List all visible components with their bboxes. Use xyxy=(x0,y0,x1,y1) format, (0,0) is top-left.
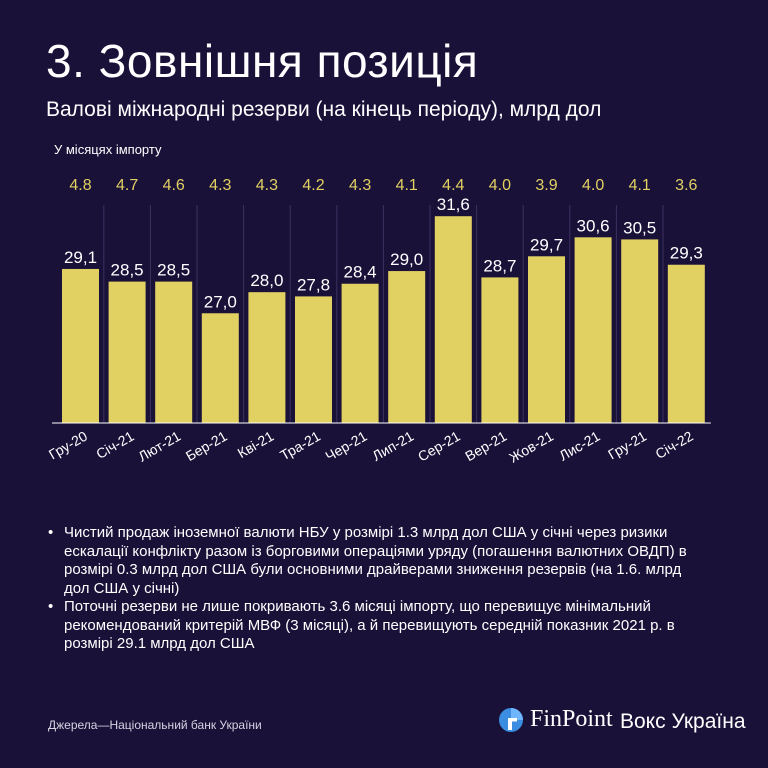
bar-value-label: 29,0 xyxy=(390,250,423,269)
bar-value-label: 27,0 xyxy=(204,292,237,311)
months-of-import-value: 3.9 xyxy=(535,177,557,194)
months-of-import-value: 4.1 xyxy=(396,177,418,194)
bar xyxy=(341,283,379,423)
bar-value-label: 28,0 xyxy=(250,271,283,290)
bar xyxy=(295,296,332,423)
note-item: Поточні резерви не лише покривають 3.6 м… xyxy=(48,598,708,654)
months-of-import-value: 4.2 xyxy=(302,177,324,194)
x-tick-label: Вер-21 xyxy=(462,428,509,465)
x-tick-label: Чер-21 xyxy=(323,428,370,465)
bar xyxy=(388,271,426,423)
chart-subtitle: Валові міжнародні резерви (на кінець пер… xyxy=(46,98,602,121)
x-tick-label: Гру-21 xyxy=(605,428,649,463)
page-title: 3. Зовнішня позиція xyxy=(46,35,479,87)
bar xyxy=(481,277,519,423)
bar xyxy=(667,264,705,423)
months-of-import-value: 4.3 xyxy=(256,177,278,194)
bar-value-label: 29,3 xyxy=(670,244,703,263)
bar-value-label: 30,6 xyxy=(577,216,610,235)
voks-ukraine-logo: Вокс Україна xyxy=(620,710,746,733)
column-dividers xyxy=(103,205,664,423)
months-of-import-value: 4.7 xyxy=(116,177,138,194)
x-tick-label: Січ-22 xyxy=(653,428,696,462)
bar-value-label: 28,4 xyxy=(344,263,377,282)
bars-group xyxy=(62,216,705,423)
months-of-import-value: 3.6 xyxy=(675,177,697,194)
months-of-import-value: 4.0 xyxy=(582,177,604,194)
value-labels-group: 29,1 28,5 28,5 27,0 28,0 27,8 28,4 29,0 31,6 28,7… xyxy=(64,195,703,311)
bar-value-label: 28,5 xyxy=(111,261,144,280)
months-of-import-value: 4.6 xyxy=(163,177,185,194)
months-of-import-value: 4.4 xyxy=(442,177,464,194)
bar xyxy=(201,313,239,423)
bar-value-label: 28,5 xyxy=(157,261,190,280)
bar xyxy=(155,281,193,423)
note-item: Чистий продаж іноземної валюти НБУ у роз… xyxy=(48,524,708,598)
bar-value-label: 28,7 xyxy=(483,256,516,275)
months-of-import-row: 4.8 4.7 4.6 4.3 4.3 4.2 4.3 4.1 4.4 4.0 3.9 4.0 4.1 3… xyxy=(69,177,697,194)
reserves-bar-chart: 4.8 4.7 4.6 4.3 4.3 4.2 4.3 4.1 4.4 4.0 3.9 4.0 4.1 3… xyxy=(46,177,711,466)
x-tick-label: Січ-21 xyxy=(93,428,136,462)
x-tick-label: Тра-21 xyxy=(277,428,323,464)
finpoint-logo-icon xyxy=(499,707,523,732)
x-tick-label: Кві-21 xyxy=(235,428,277,461)
months-of-import-value: 4.1 xyxy=(629,177,651,194)
x-tick-label: Лис-21 xyxy=(556,428,603,464)
x-tick-label: Жов-21 xyxy=(506,428,556,466)
finpoint-name: FinPoint xyxy=(530,706,613,732)
source-note: Джерела—Національний банк України xyxy=(48,718,262,732)
bar xyxy=(621,239,659,423)
x-tick-label: Лют-21 xyxy=(135,428,183,465)
notes-list: Чистий продаж іноземної валюти НБУ у роз… xyxy=(48,524,708,654)
months-of-import-value: 4.3 xyxy=(349,177,371,194)
bar xyxy=(528,256,565,423)
months-of-import-value: 4.3 xyxy=(209,177,231,194)
bar-value-label: 30,5 xyxy=(623,218,656,237)
x-tick-label: Гру-20 xyxy=(46,428,90,463)
bar xyxy=(248,292,286,423)
bar xyxy=(108,281,146,423)
x-tick-label: Лип-21 xyxy=(369,428,416,464)
months-of-import-value: 4.0 xyxy=(489,177,511,194)
x-tick-label: Бер-21 xyxy=(183,428,230,464)
months-of-import-value: 4.8 xyxy=(69,177,91,194)
finpoint-logo: FinPoint xyxy=(498,706,613,733)
months-of-import-label: У місяцях імпорту xyxy=(54,142,162,157)
bar xyxy=(62,268,99,423)
bar-value-label: 29,1 xyxy=(64,248,97,267)
bar-value-label: 31,6 xyxy=(437,195,470,214)
bar xyxy=(574,237,612,423)
bar-value-label: 27,8 xyxy=(297,275,330,294)
bar xyxy=(434,216,472,423)
x-tick-label: Сер-21 xyxy=(415,428,463,465)
bar-value-label: 29,7 xyxy=(530,235,563,254)
